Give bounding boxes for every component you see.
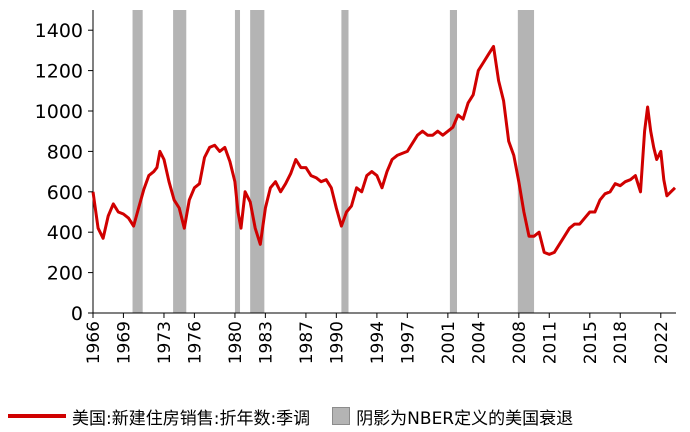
recession-band — [517, 10, 535, 313]
x-tick-label: 1980 — [226, 321, 246, 364]
y-tick-labels: 0 200 400 600 800 1000 1200 1400 — [35, 20, 93, 325]
recession-band — [250, 10, 265, 313]
series-line — [91, 44, 677, 256]
x-tick-label: 1997 — [398, 321, 418, 364]
recession-band — [132, 10, 143, 313]
x-tick-label: 1976 — [185, 321, 205, 364]
legend-series-label: 美国:新建住房销售:折年数:季调 — [72, 408, 311, 429]
legend-item-series: 美国:新建住房销售:折年数:季调 — [0, 404, 310, 429]
legend: 美国:新建住房销售:折年数:季调 阴影为NBER定义的美国衰退 — [0, 400, 690, 432]
legend-line-swatch — [8, 414, 66, 418]
x-tick-label: 1969 — [114, 321, 134, 364]
legend-recession-label: 阴影为NBER定义的美国衰退 — [356, 408, 574, 429]
recession-band — [173, 10, 187, 313]
recession-band — [234, 10, 241, 313]
x-tick-label: 1990 — [327, 321, 347, 364]
series-layer — [91, 44, 677, 256]
legend-item-recession: 阴影为NBER定义的美国衰退 — [310, 404, 573, 429]
x-tick-label: 1983 — [256, 321, 276, 364]
x-tick-label: 1966 — [84, 321, 104, 364]
y-tick-label: 0 — [71, 303, 83, 325]
x-tick-label: 1973 — [155, 321, 175, 364]
x-tick-label: 2015 — [581, 321, 601, 364]
x-tick-label: 2022 — [652, 321, 672, 364]
recession-bands — [132, 10, 535, 313]
recession-band — [449, 10, 457, 313]
y-tick-label: 200 — [47, 263, 83, 285]
x-tick-label: 2008 — [510, 321, 530, 364]
x-tick-label: 2011 — [540, 321, 560, 364]
y-tick-label: 1200 — [35, 61, 83, 83]
y-tick-label: 800 — [47, 141, 83, 163]
x-tick-label: 1987 — [297, 321, 317, 364]
x-tick-label: 2004 — [469, 321, 489, 364]
y-tick-label: 1000 — [35, 101, 83, 123]
x-tick-label: 2018 — [611, 321, 631, 364]
x-tick-label: 1994 — [368, 321, 388, 364]
axes — [92, 10, 676, 314]
recession-band — [341, 10, 349, 313]
y-tick-label: 1400 — [35, 20, 83, 42]
y-tick-label: 400 — [47, 222, 83, 244]
x-tick-label: 2001 — [439, 321, 459, 364]
legend-recession-swatch — [332, 407, 351, 425]
y-tick-label: 600 — [47, 182, 83, 204]
x-tick-labels: 1966 1969 1973 1976 1980 1983 1987 1990 1994 1997… — [84, 313, 672, 364]
